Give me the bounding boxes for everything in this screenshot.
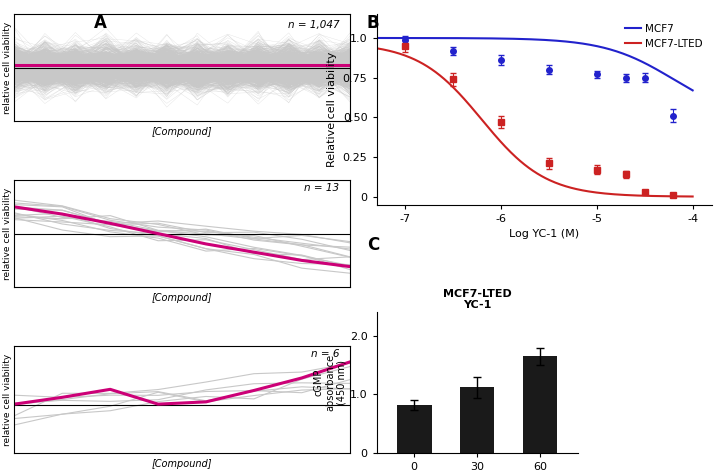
Bar (397, 405, 431, 453)
X-axis label: Log YC-1 (M): Log YC-1 (M) (509, 229, 580, 239)
Bar (460, 388, 495, 453)
X-axis label: [Compound]: [Compound] (152, 293, 212, 303)
Title: MCF7-LTED
YC-1: MCF7-LTED YC-1 (443, 288, 511, 310)
Legend: MCF7, MCF7-LTED: MCF7, MCF7-LTED (620, 19, 707, 53)
X-axis label: [Compound]: [Compound] (152, 459, 212, 469)
Y-axis label: MCF7-LTED
relative cell viability: MCF7-LTED relative cell viability (0, 187, 12, 280)
Text: n = 13: n = 13 (305, 183, 339, 194)
Y-axis label: MCF7-LTED
relative cell viability: MCF7-LTED relative cell viability (0, 22, 12, 114)
Text: A: A (93, 14, 106, 32)
Text: n = 6: n = 6 (311, 349, 339, 359)
Y-axis label: MCF7-LTED
relative cell viability: MCF7-LTED relative cell viability (0, 354, 12, 446)
Bar (523, 356, 557, 453)
Text: n = 1,047: n = 1,047 (288, 19, 339, 30)
X-axis label: [Compound]: [Compound] (152, 127, 212, 137)
Y-axis label: Relative cell viability: Relative cell viability (327, 52, 337, 167)
Y-axis label: cGMP
absorbance
(450 nm): cGMP absorbance (450 nm) (313, 354, 347, 411)
Text: B: B (367, 14, 380, 32)
Text: C: C (367, 236, 379, 254)
